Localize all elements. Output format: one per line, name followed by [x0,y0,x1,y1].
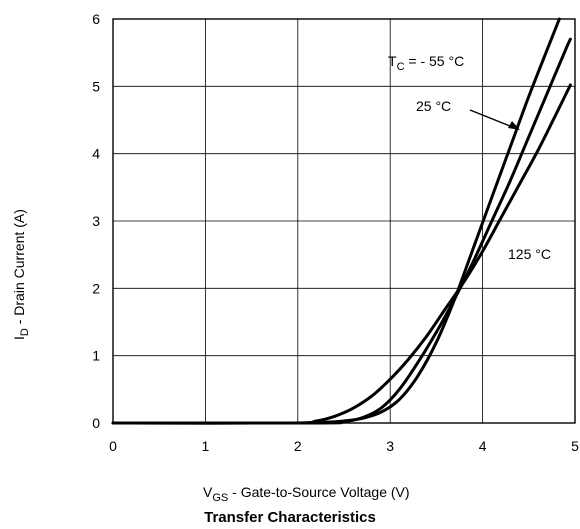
y-tick-label: 3 [92,213,100,229]
annotation-25c: 25 °C [416,98,451,114]
x-tick-label: 1 [202,438,210,454]
y-tick-label: 5 [92,78,100,94]
tick-labels: 0 1 2 3 4 5 0 1 2 3 4 5 6 [92,11,579,454]
chart-title: Transfer Characteristics [204,509,376,526]
annotation-arrow-head [508,121,520,130]
annotation-minus55: TC = - 55 °C [388,53,464,73]
grid-layer [113,19,575,423]
y-tick-label: 1 [92,348,100,364]
series-line-2 [111,83,572,425]
annotation-arrow-line [469,109,516,129]
y-tick-label: 6 [92,11,100,27]
series-line-1 [111,37,572,425]
y-tick-label: 4 [92,146,100,162]
y-axis-title: ID - Drain Current (A) [11,209,31,340]
x-tick-label: 5 [571,438,579,454]
plot-frame [112,18,576,424]
x-tick-label: 4 [479,438,487,454]
x-axis-title: VGS - Gate-to-Source Voltage (V) [203,484,410,504]
x-tick-label: 0 [109,438,117,454]
annotation-125c: 125 °C [508,246,551,262]
x-tick-label: 2 [294,438,302,454]
y-tick-label: 0 [92,415,100,431]
y-tick-label: 2 [92,280,100,296]
x-tick-label: 3 [386,438,394,454]
